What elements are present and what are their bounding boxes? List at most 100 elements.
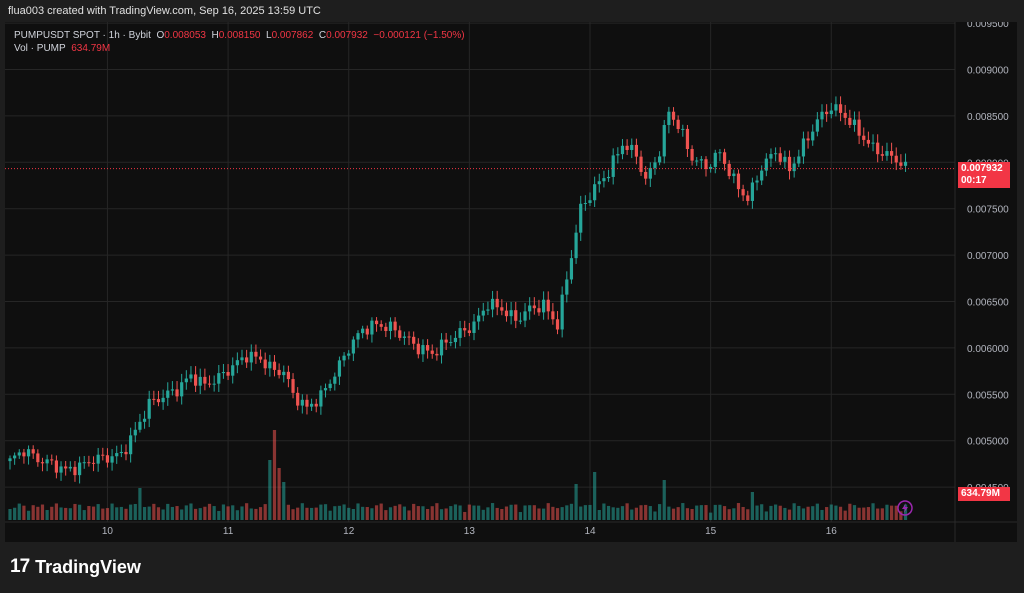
- volume-bar: [142, 507, 147, 520]
- candle-body: [59, 466, 63, 473]
- candle-body: [542, 299, 546, 313]
- volume-bar: [374, 505, 379, 520]
- candle-body: [235, 360, 239, 366]
- volume-bar: [82, 510, 86, 520]
- candle-body: [439, 339, 444, 356]
- volume-bar: [597, 509, 601, 520]
- candle-body: [597, 181, 601, 185]
- candle-body: [402, 336, 406, 338]
- candle-body: [662, 125, 666, 157]
- volume-bar: [583, 505, 587, 520]
- volume-bar: [463, 511, 467, 520]
- candle-body: [778, 153, 782, 162]
- volume-bar: [681, 503, 685, 520]
- candle-body: [142, 418, 147, 422]
- candle-body: [87, 462, 91, 464]
- candle-body: [899, 162, 903, 166]
- candle-body: [783, 156, 787, 162]
- candle-body: [681, 128, 685, 130]
- volume-bar: [156, 507, 161, 520]
- candle-body: [769, 154, 773, 159]
- candle-body: [101, 454, 105, 456]
- volume-bar: [495, 507, 499, 520]
- candle-body: [147, 398, 151, 419]
- volume-bar: [472, 505, 476, 520]
- volume-bar: [147, 506, 151, 520]
- candle-body: [458, 328, 462, 338]
- volume-bar: [755, 505, 759, 520]
- volume-bar: [792, 503, 796, 520]
- volume-bar: [518, 512, 522, 520]
- volume-bar: [593, 472, 597, 520]
- volume-bar: [546, 503, 550, 520]
- volume-bar: [718, 504, 722, 520]
- candle-body: [593, 184, 597, 201]
- candle-body: [198, 376, 202, 386]
- volume-bar: [365, 507, 369, 520]
- candle-body: [412, 336, 416, 344]
- volume-bar: [235, 510, 239, 520]
- volume-bar: [8, 509, 12, 520]
- candle-body: [8, 458, 12, 462]
- candle-body: [625, 145, 629, 150]
- volume-bar: [458, 505, 462, 520]
- volume-bar: [78, 504, 82, 520]
- candle-body: [393, 321, 397, 331]
- volume-bar: [416, 506, 420, 520]
- candle-body: [653, 162, 657, 168]
- candle-body: [138, 421, 142, 430]
- chart-area[interactable]: 0.0095000.0090000.0085000.0080000.007500…: [5, 22, 1017, 542]
- candle-body: [792, 163, 796, 172]
- y-tick-label: 0.007000: [967, 251, 1009, 262]
- volume-bar: [829, 504, 833, 520]
- candle-body: [801, 138, 806, 157]
- footer-bar: [0, 542, 1024, 593]
- candle-body: [806, 138, 810, 141]
- y-tick-label: 0.008500: [967, 112, 1009, 123]
- volume-bar: [393, 505, 397, 520]
- volume-bar: [634, 507, 638, 520]
- candle-body: [91, 462, 96, 464]
- candle-body: [22, 452, 26, 457]
- volume-bar: [449, 506, 453, 520]
- volume-bar: [231, 505, 235, 520]
- volume-bar: [180, 509, 184, 520]
- candle-body: [685, 128, 690, 150]
- y-tick-label: 0.009000: [967, 66, 1009, 77]
- candle-body: [189, 374, 193, 379]
- candle-body: [569, 258, 574, 280]
- candle-body: [180, 382, 184, 397]
- candle-body: [133, 429, 137, 436]
- volume-bar: [101, 508, 105, 520]
- volume-bar: [91, 506, 96, 520]
- volume-bar: [876, 508, 880, 520]
- candle-body: [579, 203, 583, 233]
- candlestick-chart[interactable]: 0.0095000.0090000.0085000.0080000.007500…: [5, 22, 1017, 542]
- candle-body: [40, 462, 45, 464]
- volume-bar: [843, 510, 847, 520]
- candle-body: [310, 403, 314, 407]
- volume-bar: [286, 504, 290, 520]
- tradingview-brand[interactable]: 17 TradingView: [10, 556, 141, 578]
- candle-body: [282, 371, 286, 376]
- candle-body: [495, 298, 499, 308]
- y-tick-label: 0.006500: [967, 298, 1009, 309]
- candle-body: [774, 153, 778, 155]
- volume-bar: [129, 504, 133, 520]
- volume-bar: [903, 504, 908, 520]
- volume-bar: [291, 509, 295, 520]
- volume-bar: [890, 505, 894, 520]
- volume-bar: [537, 508, 541, 520]
- volume-bar: [732, 508, 736, 520]
- volume-bar: [444, 508, 448, 520]
- candle-body: [583, 203, 587, 205]
- candle-body: [124, 451, 128, 455]
- candle-body: [843, 112, 847, 118]
- y-tick-label: 0.005000: [967, 437, 1009, 448]
- volume-bar: [625, 503, 629, 520]
- candle-body: [764, 158, 768, 171]
- volume-bar: [815, 503, 819, 520]
- volume-bar: [709, 512, 713, 520]
- open-label: O: [156, 30, 165, 41]
- volume-bar: [22, 505, 26, 520]
